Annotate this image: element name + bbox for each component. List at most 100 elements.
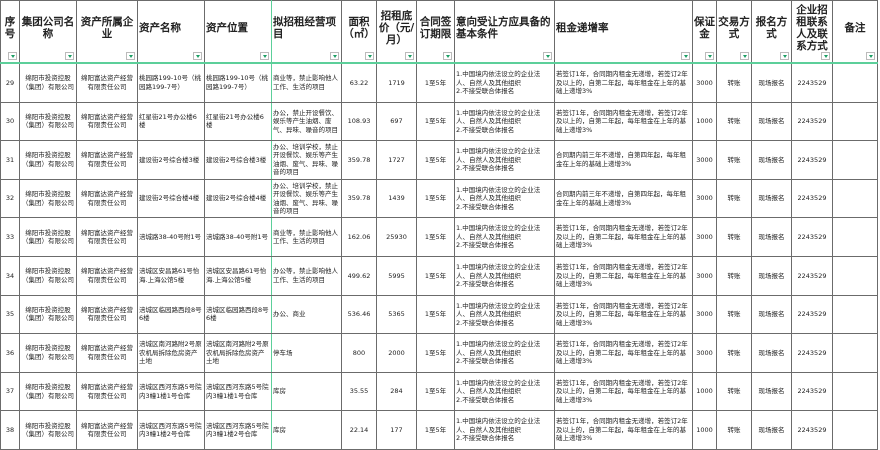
filter-dropdown-icon[interactable] — [126, 52, 135, 60]
cell-location[interactable]: 涪城区安昌路61号怡海.上海公馆5楼 — [204, 255, 272, 296]
cell-rate[interactable]: 若签订1年，合同期内租金无递增，若签订2年及以上的，自第二年起，每年租金在上年的… — [554, 333, 693, 373]
cell-owner[interactable]: 绵阳富达资产经营有限责任公司 — [76, 333, 138, 373]
cell-name[interactable]: 涪城区临园路西段8号6楼 — [137, 294, 205, 335]
cell-deposit[interactable]: 3000 — [692, 217, 717, 257]
cell-group[interactable]: 绵阳市投资控股（集团）有限公司 — [19, 140, 77, 180]
cell-no[interactable]: 33 — [0, 217, 20, 257]
cell-term[interactable]: 1至5年 — [416, 255, 455, 296]
cell-conditions[interactable]: 1.中国境内依法设立的企业法人、自然人及其他组织 2.不接受联合体报名 — [454, 62, 555, 103]
cell-signup[interactable]: 现场报名 — [751, 410, 792, 450]
cell-remark[interactable] — [832, 255, 878, 296]
cell-trade[interactable]: 转账 — [716, 255, 752, 296]
cell-owner[interactable]: 绵阳富达资产经营有限责任公司 — [76, 62, 138, 103]
cell-remark[interactable] — [832, 101, 878, 142]
filter-dropdown-icon[interactable] — [705, 52, 714, 60]
cell-location[interactable]: 涪城区南河路附2号原农机局拆除危房资产土地 — [204, 333, 272, 373]
filter-dropdown-icon[interactable] — [8, 52, 17, 60]
cell-term[interactable]: 1至5年 — [416, 333, 455, 373]
cell-no[interactable]: 35 — [0, 294, 20, 335]
cell-deposit[interactable]: 3000 — [692, 178, 717, 219]
cell-location[interactable]: 红星街21号办公楼6楼 — [204, 101, 272, 142]
cell-contact[interactable]: 2243529 — [791, 62, 833, 103]
cell-rate[interactable]: 若签订1年，合同期内租金无递增，若签订2年及以上的，自第二年起，每年租金在上年的… — [554, 294, 693, 335]
cell-trade[interactable]: 转账 — [716, 294, 752, 335]
filter-dropdown-icon[interactable] — [365, 52, 374, 60]
cell-remark[interactable] — [832, 140, 878, 180]
filter-dropdown-icon[interactable] — [65, 52, 74, 60]
cell-contact[interactable]: 2243529 — [791, 294, 833, 335]
cell-no[interactable]: 29 — [0, 62, 20, 103]
cell-price[interactable]: 5995 — [376, 255, 417, 296]
cell-group[interactable]: 绵阳市投资控股（集团）有限公司 — [19, 178, 77, 219]
cell-project[interactable]: 商业等，禁止影响他人工作、生活的项目 — [271, 217, 342, 257]
cell-contact[interactable]: 2243529 — [791, 101, 833, 142]
filter-dropdown-icon[interactable] — [740, 52, 749, 60]
cell-owner[interactable]: 绵阳富达资产经营有限责任公司 — [76, 178, 138, 219]
cell-price[interactable]: 5365 — [376, 294, 417, 335]
cell-group[interactable]: 绵阳市投资控股（集团）有限公司 — [19, 217, 77, 257]
cell-location[interactable]: 建设街2号综合楼3楼 — [204, 140, 272, 180]
cell-project[interactable]: 库房 — [271, 371, 342, 412]
cell-no[interactable]: 38 — [0, 410, 20, 450]
cell-no[interactable]: 37 — [0, 371, 20, 412]
cell-project[interactable]: 办公、培训学校，禁止开设餐饮、娱乐等产生油烟、废气、异味、噪音的项目 — [271, 178, 342, 219]
cell-trade[interactable]: 转账 — [716, 62, 752, 103]
cell-signup[interactable]: 现场报名 — [751, 371, 792, 412]
cell-signup[interactable]: 现场报名 — [751, 101, 792, 142]
filter-dropdown-icon[interactable] — [443, 52, 452, 60]
cell-area[interactable]: 800 — [341, 333, 377, 373]
cell-remark[interactable] — [832, 294, 878, 335]
cell-area[interactable]: 63.22 — [341, 62, 377, 103]
cell-no[interactable]: 34 — [0, 255, 20, 296]
cell-area[interactable]: 536.46 — [341, 294, 377, 335]
filter-dropdown-icon[interactable] — [866, 52, 875, 60]
cell-price[interactable]: 697 — [376, 101, 417, 142]
cell-deposit[interactable]: 3000 — [692, 62, 717, 103]
cell-owner[interactable]: 绵阳富达资产经营有限责任公司 — [76, 371, 138, 412]
cell-trade[interactable]: 转账 — [716, 333, 752, 373]
filter-dropdown-icon[interactable] — [260, 52, 269, 60]
cell-area[interactable]: 359.78 — [341, 178, 377, 219]
cell-name[interactable]: 涪城区西河东路5号院内3幢1楼2号仓库 — [137, 410, 205, 450]
cell-trade[interactable]: 转账 — [716, 178, 752, 219]
cell-project[interactable]: 办公等，禁止影响他人工作、生活的项目 — [271, 255, 342, 296]
cell-group[interactable]: 绵阳市投资控股（集团）有限公司 — [19, 371, 77, 412]
cell-group[interactable]: 绵阳市投资控股（集团）有限公司 — [19, 255, 77, 296]
cell-deposit[interactable]: 3000 — [692, 140, 717, 180]
cell-owner[interactable]: 绵阳富达资产经营有限责任公司 — [76, 140, 138, 180]
cell-location[interactable]: 涪城区西河东路5号院内3幢1楼2号仓库 — [204, 410, 272, 450]
cell-owner[interactable]: 绵阳富达资产经营有限责任公司 — [76, 410, 138, 450]
cell-term[interactable]: 1至5年 — [416, 140, 455, 180]
cell-project[interactable]: 商业等，禁止影响他人工作、生活的项目 — [271, 62, 342, 103]
cell-price[interactable]: 1719 — [376, 62, 417, 103]
cell-name[interactable]: 涪城区南河路附2号原农机局拆除危房资产土地 — [137, 333, 205, 373]
cell-term[interactable]: 1至5年 — [416, 294, 455, 335]
cell-conditions[interactable]: 1.中国境内依法设立的企业法人、自然人及其他组织 2.不接受联合体报名 — [454, 333, 555, 373]
cell-deposit[interactable]: 3000 — [692, 255, 717, 296]
filter-dropdown-icon[interactable] — [193, 52, 202, 60]
cell-name[interactable]: 涪城区安昌路61号怡海.上海公馆5楼 — [137, 255, 205, 296]
cell-area[interactable]: 162.06 — [341, 217, 377, 257]
cell-term[interactable]: 1至5年 — [416, 371, 455, 412]
cell-signup[interactable]: 现场报名 — [751, 62, 792, 103]
cell-project[interactable]: 办公，禁止开设餐饮、娱乐等产生油烟、废气、异味、噪音的项目 — [271, 101, 342, 142]
filter-dropdown-icon[interactable] — [330, 52, 339, 60]
cell-area[interactable]: 499.62 — [341, 255, 377, 296]
cell-conditions[interactable]: 1.中国境内依法设立的企业法人、自然人及其他组织 2.不接受联合体报名 — [454, 294, 555, 335]
filter-dropdown-icon[interactable] — [681, 52, 690, 60]
cell-remark[interactable] — [832, 333, 878, 373]
cell-remark[interactable] — [832, 371, 878, 412]
cell-rate[interactable]: 若签订1年，合同期内租金无递增，若签订2年及以上的，自第二年起，每年租金在上年的… — [554, 255, 693, 296]
cell-area[interactable]: 108.93 — [341, 101, 377, 142]
cell-trade[interactable]: 转账 — [716, 217, 752, 257]
cell-trade[interactable]: 转账 — [716, 371, 752, 412]
filter-dropdown-icon[interactable] — [780, 52, 789, 60]
cell-name[interactable]: 建设街2号综合楼4楼 — [137, 178, 205, 219]
cell-signup[interactable]: 现场报名 — [751, 333, 792, 373]
cell-owner[interactable]: 绵阳富达资产经营有限责任公司 — [76, 217, 138, 257]
cell-no[interactable]: 32 — [0, 178, 20, 219]
cell-term[interactable]: 1至5年 — [416, 101, 455, 142]
cell-price[interactable]: 1727 — [376, 140, 417, 180]
cell-deposit[interactable]: 3000 — [692, 294, 717, 335]
cell-project[interactable]: 办公、商业 — [271, 294, 342, 335]
